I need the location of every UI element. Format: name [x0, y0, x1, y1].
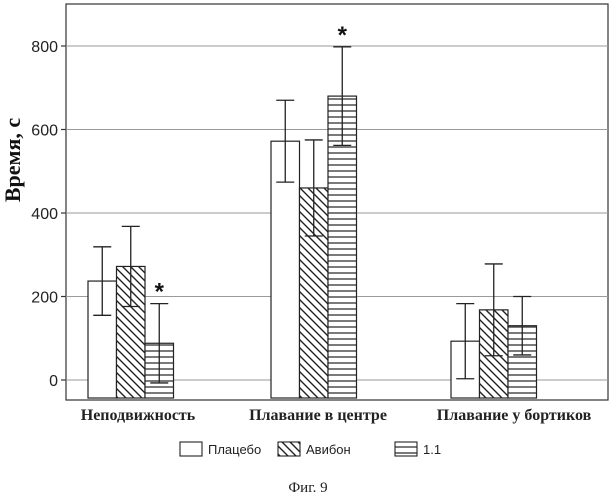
- category-label: Неподвижность: [81, 407, 196, 424]
- legend-item: Плацебо: [180, 442, 261, 457]
- legend-item: 1.1: [395, 442, 441, 457]
- legend-swatch: [278, 442, 300, 456]
- bars: [88, 96, 537, 398]
- y-tick-label: 400: [31, 206, 58, 223]
- significance-star: *: [338, 22, 348, 49]
- y-axis-title: Время, с: [0, 118, 25, 203]
- figure-caption: Фиг. 9: [288, 480, 327, 496]
- legend: Плацебо Авибон 1.1: [180, 442, 441, 457]
- legend-swatch: [395, 442, 417, 456]
- legend-item: Авибон: [278, 442, 351, 457]
- category-label: Плавание у бортиков: [437, 407, 592, 424]
- y-tick-label: 200: [31, 290, 58, 307]
- significance-star: *: [155, 279, 165, 306]
- category-label: Плавание в центре: [249, 407, 387, 424]
- y-axis: 0 200 400 600 800: [31, 39, 66, 390]
- y-tick-label: 800: [31, 39, 58, 56]
- legend-label: 1.1: [423, 442, 441, 457]
- x-axis: Неподвижность Плавание в центре Плавание у…: [81, 407, 592, 424]
- y-tick-label: 600: [31, 123, 58, 140]
- y-tick-label: 0: [49, 373, 58, 390]
- legend-label: Авибон: [306, 442, 351, 457]
- legend-label: Плацебо: [208, 442, 261, 457]
- legend-swatch: [180, 442, 202, 456]
